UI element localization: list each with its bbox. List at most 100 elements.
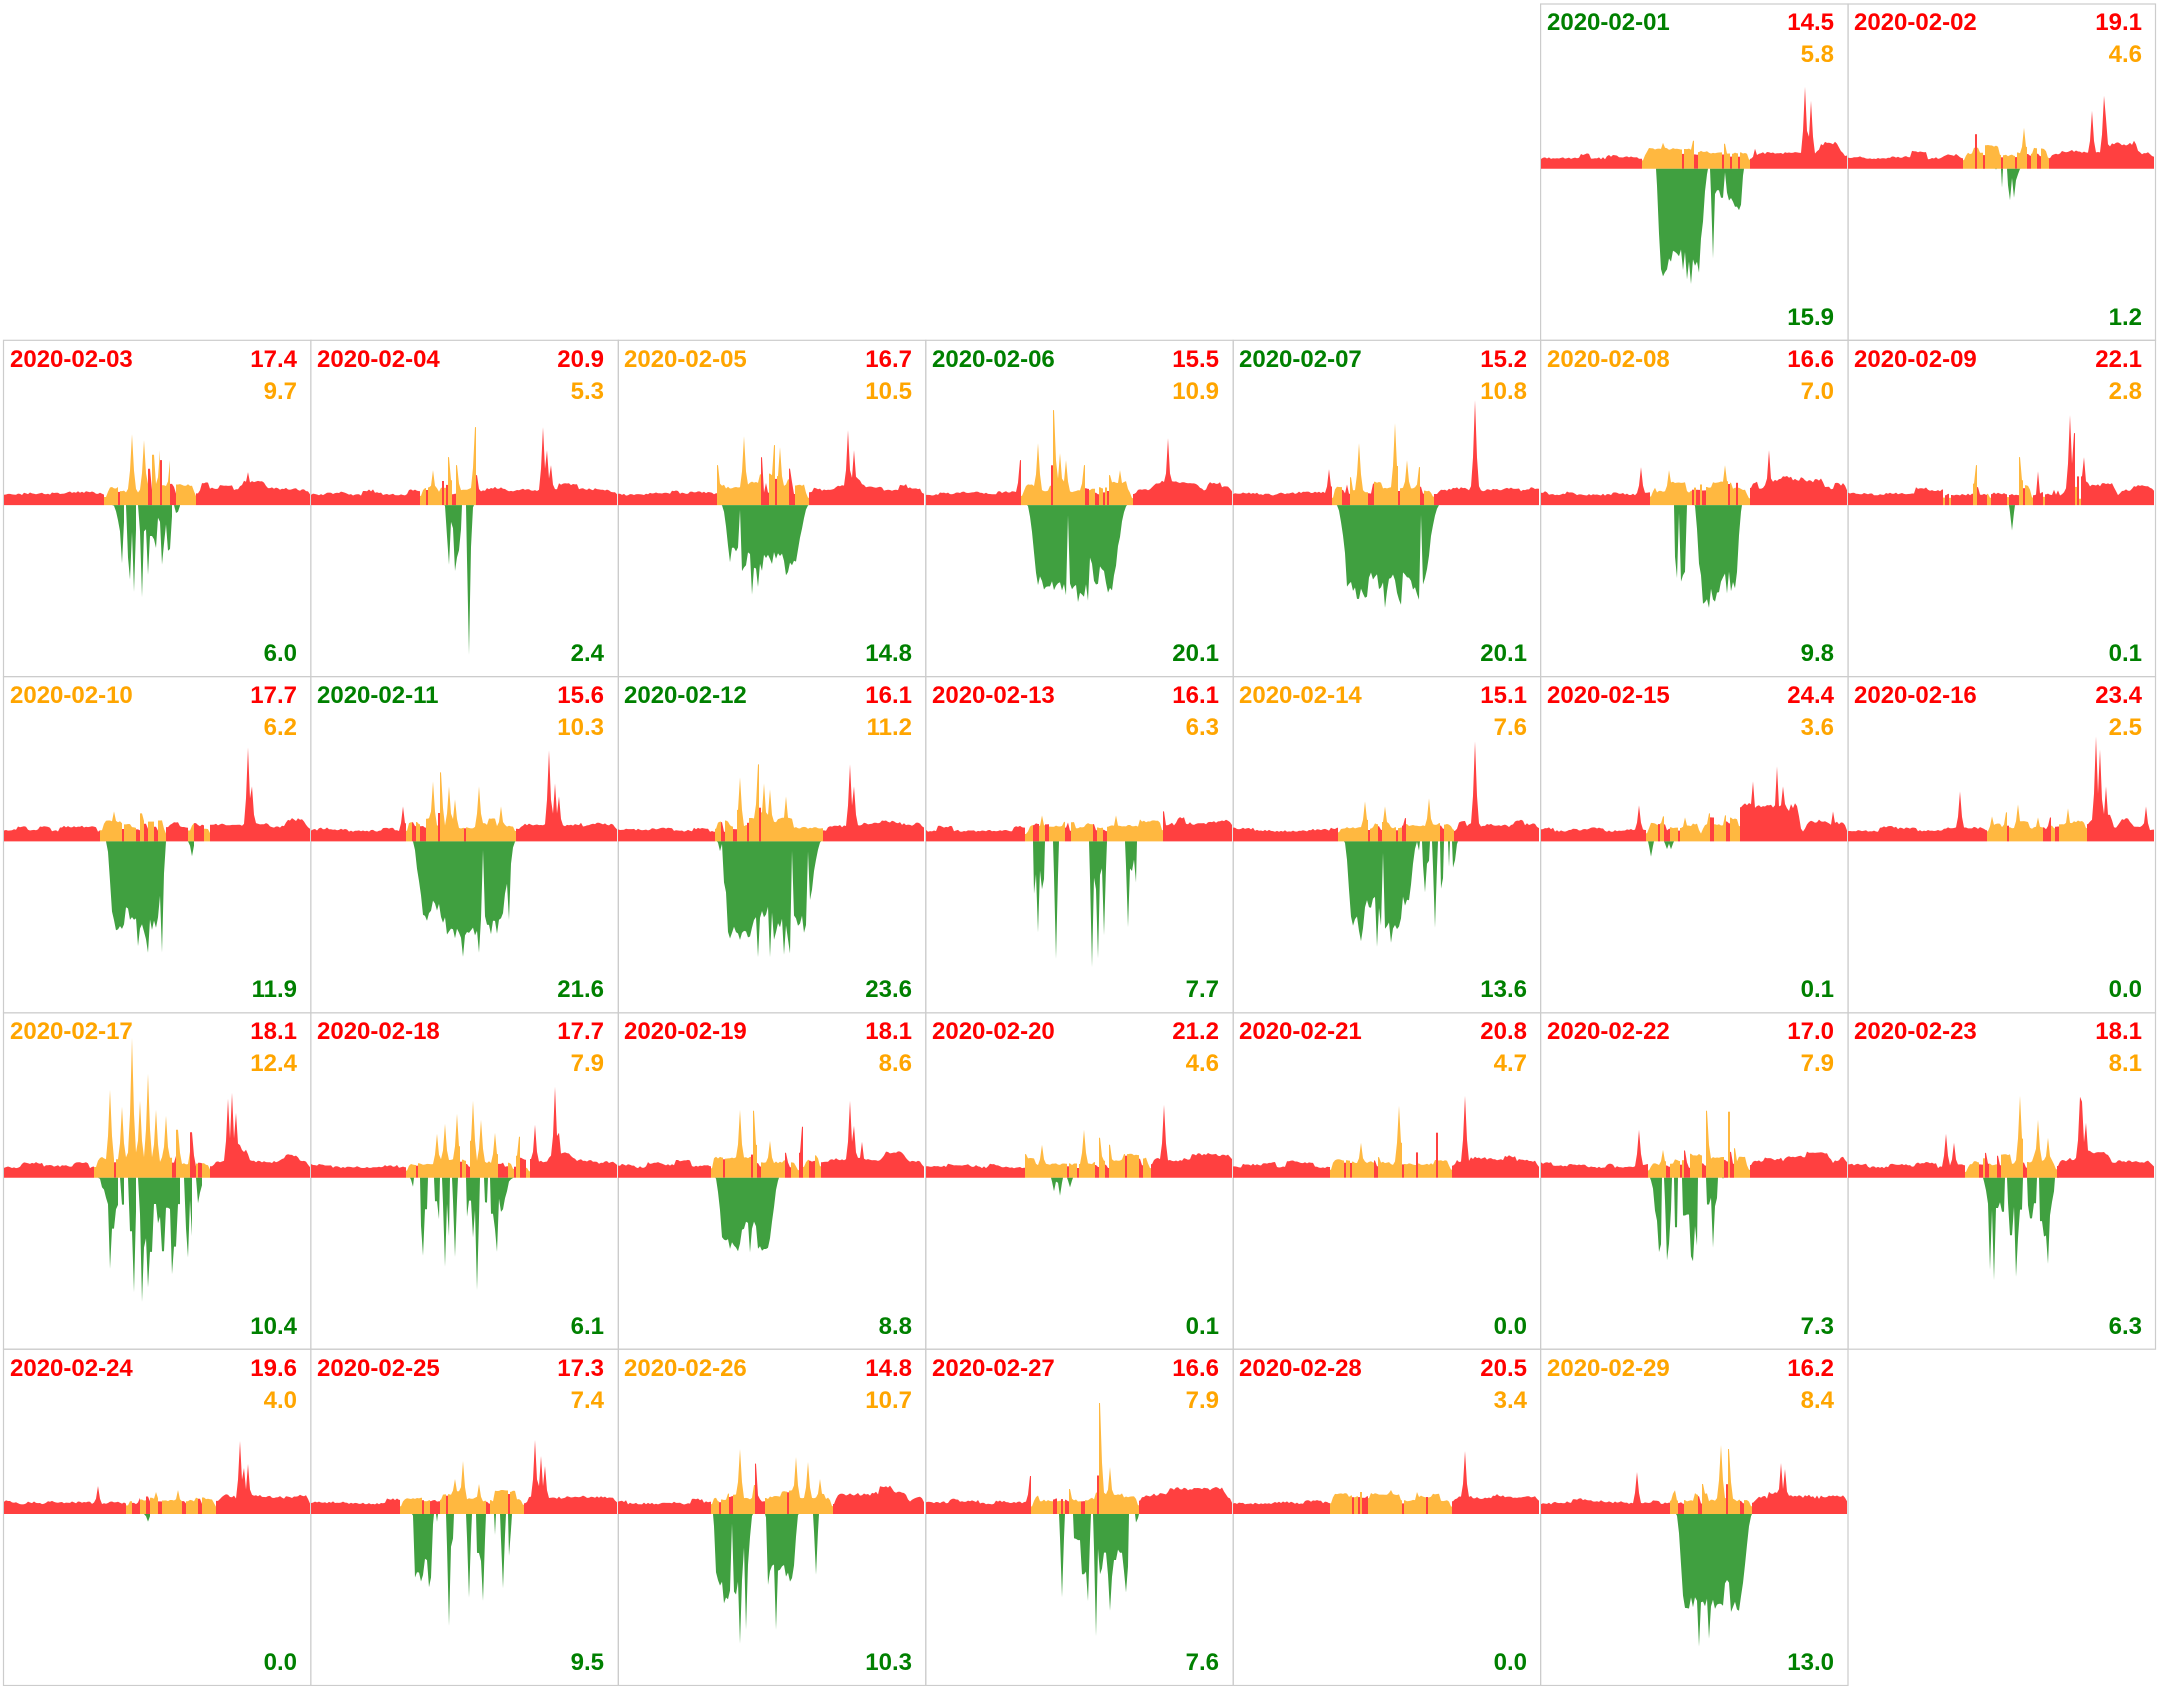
svg-text:8.6: 8.6 [879, 1050, 912, 1077]
svg-text:2.4: 2.4 [571, 640, 605, 667]
svg-text:2020-02-06: 2020-02-06 [932, 346, 1055, 373]
svg-text:2020-02-17: 2020-02-17 [10, 1018, 133, 1045]
svg-text:11.2: 11.2 [867, 714, 912, 741]
svg-text:14.5: 14.5 [1787, 9, 1834, 36]
svg-text:2020-02-22: 2020-02-22 [1547, 1018, 1670, 1045]
svg-text:21.6: 21.6 [557, 976, 604, 1003]
svg-text:2020-02-07: 2020-02-07 [1239, 346, 1362, 373]
svg-text:20.9: 20.9 [557, 346, 604, 373]
svg-text:7.6: 7.6 [1494, 714, 1527, 741]
svg-text:2020-02-11: 2020-02-11 [317, 682, 438, 709]
svg-text:10.7: 10.7 [865, 1387, 912, 1414]
svg-text:5.3: 5.3 [571, 378, 604, 405]
svg-text:2020-02-12: 2020-02-12 [624, 682, 747, 709]
svg-text:23.4: 23.4 [2095, 682, 2142, 709]
svg-text:0.0: 0.0 [1494, 1313, 1527, 1340]
svg-text:24.4: 24.4 [1787, 682, 1834, 709]
svg-text:20.1: 20.1 [1480, 640, 1527, 667]
svg-text:14.8: 14.8 [865, 1355, 912, 1382]
svg-text:2020-02-16: 2020-02-16 [1854, 682, 1977, 709]
svg-text:2020-02-09: 2020-02-09 [1854, 346, 1977, 373]
svg-text:2020-02-26: 2020-02-26 [624, 1355, 747, 1382]
svg-text:2020-02-20: 2020-02-20 [932, 1018, 1055, 1045]
svg-text:0.1: 0.1 [1186, 1313, 1219, 1340]
svg-text:10.3: 10.3 [557, 714, 604, 741]
svg-text:15.9: 15.9 [1787, 304, 1834, 331]
svg-text:17.0: 17.0 [1787, 1018, 1834, 1045]
svg-text:2020-02-02: 2020-02-02 [1854, 9, 1977, 36]
svg-text:16.1: 16.1 [1172, 682, 1219, 709]
svg-text:17.4: 17.4 [250, 346, 297, 373]
svg-text:10.9: 10.9 [1172, 378, 1219, 405]
svg-text:6.2: 6.2 [264, 714, 297, 741]
svg-text:18.1: 18.1 [2095, 1018, 2142, 1045]
svg-text:6.0: 6.0 [264, 640, 297, 667]
svg-text:0.1: 0.1 [1801, 976, 1834, 1003]
svg-text:2020-02-05: 2020-02-05 [624, 346, 747, 373]
svg-text:0.1: 0.1 [2109, 640, 2142, 667]
svg-text:0.0: 0.0 [1494, 1649, 1527, 1676]
svg-text:23.6: 23.6 [865, 976, 912, 1003]
svg-text:8.8: 8.8 [879, 1313, 912, 1340]
svg-text:20.1: 20.1 [1172, 640, 1219, 667]
svg-text:7.0: 7.0 [1801, 378, 1834, 405]
svg-text:8.1: 8.1 [2109, 1050, 2142, 1077]
svg-text:2020-02-23: 2020-02-23 [1854, 1018, 1977, 1045]
svg-text:10.4: 10.4 [250, 1313, 297, 1340]
svg-text:2020-02-15: 2020-02-15 [1547, 682, 1670, 709]
svg-text:2020-02-25: 2020-02-25 [317, 1355, 440, 1382]
svg-text:7.6: 7.6 [1186, 1649, 1219, 1676]
svg-text:2020-02-01: 2020-02-01 [1547, 9, 1670, 36]
svg-text:7.3: 7.3 [1801, 1313, 1834, 1340]
svg-text:6.3: 6.3 [1186, 714, 1219, 741]
svg-text:9.7: 9.7 [264, 378, 297, 405]
svg-text:16.1: 16.1 [865, 682, 912, 709]
svg-text:3.6: 3.6 [1801, 714, 1834, 741]
svg-text:3.4: 3.4 [1494, 1387, 1528, 1414]
svg-text:6.3: 6.3 [2109, 1313, 2142, 1340]
svg-text:17.3: 17.3 [557, 1355, 604, 1382]
svg-text:10.5: 10.5 [865, 378, 912, 405]
svg-text:13.6: 13.6 [1480, 976, 1527, 1003]
svg-text:7.9: 7.9 [1186, 1387, 1219, 1414]
svg-text:17.7: 17.7 [557, 1018, 604, 1045]
svg-text:2020-02-03: 2020-02-03 [10, 346, 133, 373]
svg-text:0.0: 0.0 [264, 1649, 297, 1676]
svg-text:7.7: 7.7 [1186, 976, 1219, 1003]
svg-text:18.1: 18.1 [250, 1018, 297, 1045]
svg-text:21.2: 21.2 [1172, 1018, 1219, 1045]
svg-text:10.8: 10.8 [1480, 378, 1527, 405]
svg-text:2020-02-19: 2020-02-19 [624, 1018, 747, 1045]
svg-text:2020-02-08: 2020-02-08 [1547, 346, 1670, 373]
svg-text:2020-02-13: 2020-02-13 [932, 682, 1055, 709]
svg-text:12.4: 12.4 [250, 1050, 297, 1077]
svg-text:2020-02-24: 2020-02-24 [10, 1355, 133, 1382]
svg-text:7.9: 7.9 [571, 1050, 604, 1077]
svg-text:2020-02-10: 2020-02-10 [10, 682, 133, 709]
svg-text:18.1: 18.1 [865, 1018, 912, 1045]
svg-text:9.8: 9.8 [1801, 640, 1834, 667]
svg-text:17.7: 17.7 [250, 682, 297, 709]
svg-text:2.5: 2.5 [2109, 714, 2142, 741]
svg-text:4.6: 4.6 [2109, 41, 2142, 68]
svg-text:19.6: 19.6 [250, 1355, 297, 1382]
svg-text:15.2: 15.2 [1480, 346, 1527, 373]
svg-text:20.8: 20.8 [1480, 1018, 1527, 1045]
svg-text:15.5: 15.5 [1172, 346, 1219, 373]
svg-text:6.1: 6.1 [571, 1313, 604, 1340]
svg-text:2020-02-04: 2020-02-04 [317, 346, 440, 373]
svg-text:22.1: 22.1 [2095, 346, 2142, 373]
svg-text:19.1: 19.1 [2095, 9, 2142, 36]
svg-text:7.9: 7.9 [1801, 1050, 1834, 1077]
svg-text:2020-02-27: 2020-02-27 [932, 1355, 1055, 1382]
svg-text:0.0: 0.0 [2109, 976, 2142, 1003]
svg-text:16.2: 16.2 [1787, 1355, 1834, 1382]
svg-text:16.7: 16.7 [865, 346, 912, 373]
svg-text:9.5: 9.5 [571, 1649, 604, 1676]
svg-text:16.6: 16.6 [1787, 346, 1834, 373]
svg-text:1.2: 1.2 [2109, 304, 2142, 331]
svg-text:7.4: 7.4 [571, 1387, 605, 1414]
svg-text:11.9: 11.9 [252, 976, 297, 1003]
svg-text:5.8: 5.8 [1801, 41, 1834, 68]
svg-text:15.6: 15.6 [557, 682, 604, 709]
